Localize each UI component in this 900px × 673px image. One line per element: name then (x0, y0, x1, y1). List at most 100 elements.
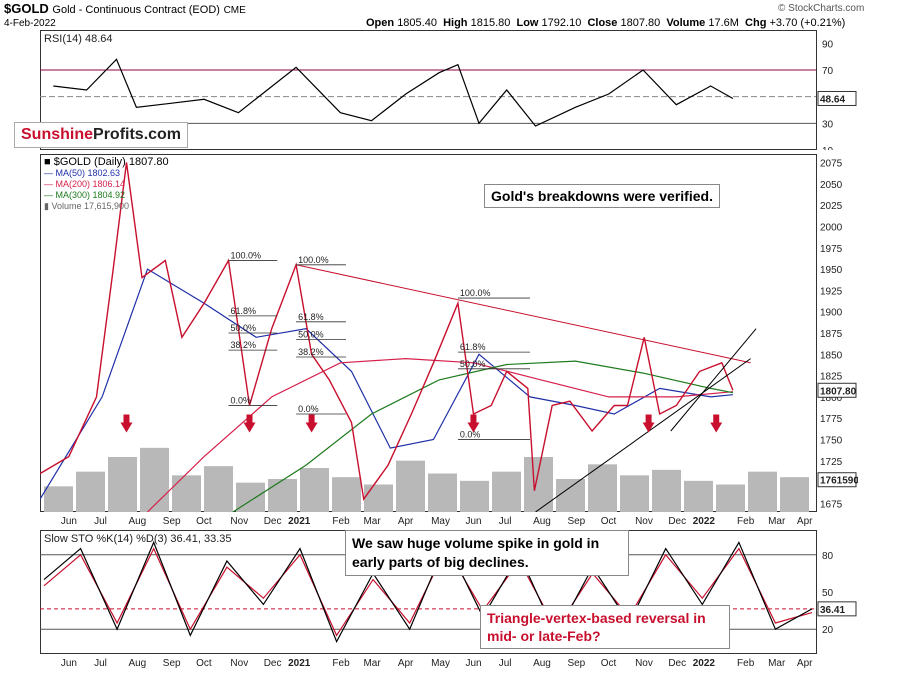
volume-bar (716, 484, 745, 512)
decline-arrow-stem (470, 414, 477, 423)
open-value: 1805.40 (397, 17, 437, 29)
fib-2021a-level-label: 0.0% (298, 404, 319, 414)
decline-arrow-stem (246, 414, 253, 423)
price-tick-label: 1725 (820, 457, 843, 468)
month-tick-label: 2022 (693, 516, 716, 527)
volume-bar (364, 484, 393, 512)
month-tick-label: Mar (363, 658, 381, 669)
month-tick-label: Oct (196, 658, 212, 669)
volume-value: 17.6M (708, 17, 739, 29)
brand-part2: Profits.com (93, 126, 182, 143)
month-tick-label: Aug (533, 658, 551, 669)
chart-date: 4-Feb-2022 (4, 18, 56, 29)
volume-bar (588, 464, 617, 512)
callout-reversal: Triangle-vertex-based reversal in mid- o… (480, 605, 730, 649)
price-panel: 1675170017251750177518001825185018751900… (40, 154, 858, 512)
volume-bar (172, 475, 201, 512)
volume-bar (204, 466, 233, 512)
volume-bar (396, 460, 425, 512)
month-axis-bottom: Jun Jul Aug Sep Oct Nov Dec 2021 Feb Mar Apr May Jun… (61, 658, 813, 669)
fib-2021a-level-label: 50.0% (298, 329, 324, 339)
legend-volume: ▮ Volume 17,615,900 (44, 201, 130, 211)
callout-volume-spike: We saw huge volume spike in gold in earl… (345, 530, 629, 576)
volume-bar (108, 457, 137, 512)
volume-bar (652, 469, 681, 512)
month-tick-label: Feb (332, 658, 350, 669)
brand-part1: Sunshine (21, 126, 94, 143)
month-tick-label: Oct (601, 658, 617, 669)
fib-2021a-level-label: 38.2% (298, 347, 324, 357)
price-tick-label: 2000 (820, 222, 843, 233)
month-tick-label: Aug (128, 658, 146, 669)
sto-tick-label: 50 (822, 588, 834, 599)
symbol-title: $GOLD Gold - Continuous Contract (EOD) C… (4, 1, 246, 16)
volume-bar (780, 477, 809, 512)
month-tick-label: Dec (264, 516, 282, 527)
price-tick-label: 1950 (820, 265, 843, 276)
price-tick-label: 2025 (820, 201, 843, 212)
fib-late2020-level-label: 0.0% (230, 395, 251, 405)
volume-label: Volume (666, 17, 706, 29)
month-tick-label: Jun (465, 658, 481, 669)
symbol-description: Gold - Continuous Contract (EOD) (52, 4, 220, 16)
legend-ma200-text: MA(200) 1806.14 (55, 179, 126, 189)
month-tick-label: Dec (668, 658, 686, 669)
volume-bar (300, 468, 329, 512)
sto-tick-label: 20 (822, 625, 834, 636)
volume-bar (492, 471, 521, 512)
volume-current-label-box (817, 472, 857, 488)
triangle-upper-line (670, 328, 757, 432)
volume-bar (44, 486, 73, 512)
month-tick-label: Sep (567, 658, 585, 669)
month-tick-label: Dec (264, 658, 282, 669)
fib-late2020-level-label: 50.0% (230, 323, 256, 333)
fib-2021b-level-label: 0.0% (460, 430, 481, 440)
legend-price-text: $GOLD (Daily) 1807.80 (53, 156, 169, 168)
decline-arrow-stem (713, 414, 720, 423)
sto-tick-label: 80 (822, 551, 834, 562)
legend-ma300: — MA(300) 1804.92 (44, 190, 126, 200)
fib-2021a-level-label: 100.0% (298, 255, 329, 265)
price-tick-label: 1850 (820, 350, 843, 361)
month-tick-label: Nov (230, 516, 248, 527)
sto-title: Slow STO %K(14) %D(3) 36.41, 33.35 (44, 533, 232, 545)
decline-arrow-icon (120, 422, 133, 433)
rsi-current-label-box (817, 90, 857, 106)
price-tick-label: 1750 (820, 436, 843, 447)
high-value: 1815.80 (470, 17, 511, 29)
fib-2021a-level-label: 61.8% (298, 312, 324, 322)
rsi-tick-label: 70 (822, 66, 834, 77)
month-tick-label: Sep (567, 516, 585, 527)
volume-bar (428, 473, 457, 512)
month-tick-label: Apr (797, 658, 813, 669)
rsi-tick-label: 10 (822, 146, 834, 150)
close-label: Close (587, 17, 618, 29)
volume-bar (748, 471, 777, 512)
fib-late2020-level-label: 100.0% (230, 251, 261, 261)
month-axis-top: Jun Jul Aug Sep Oct Nov Dec 2021 Feb Mar Apr May Jun… (61, 516, 813, 527)
fib-2021b-level-label: 50.0% (460, 359, 486, 369)
callout-reversal-text: Triangle-vertex-based reversal in mid- o… (487, 610, 706, 644)
price-frame (40, 154, 817, 512)
price-tick-label: 1975 (820, 244, 843, 255)
low-value: 1792.10 (541, 17, 582, 29)
price-current-label: 1807.80 (820, 386, 857, 397)
decline-arrow-icon (467, 422, 480, 433)
triangle-support-line (535, 358, 751, 512)
month-tick-label: Nov (230, 658, 248, 669)
legend-volume-text: Volume 17,615,900 (51, 201, 130, 211)
month-tick-label: Jun (61, 516, 77, 527)
month-tick-label: Oct (196, 516, 212, 527)
month-tick-label: Dec (668, 516, 686, 527)
volume-bar (268, 479, 297, 512)
ma-line-MA300 (232, 360, 734, 512)
month-tick-label: Jul (94, 658, 107, 669)
volume-bar (524, 457, 553, 512)
month-tick-label: Apr (797, 516, 813, 527)
month-tick-label: Aug (533, 516, 551, 527)
rsi-current-label: 48.64 (820, 94, 845, 105)
price-tick-label: 1875 (820, 329, 843, 340)
month-tick-label: Apr (398, 516, 414, 527)
price-tick-label: 1900 (820, 308, 843, 319)
price-tick-label: 2050 (820, 180, 843, 191)
